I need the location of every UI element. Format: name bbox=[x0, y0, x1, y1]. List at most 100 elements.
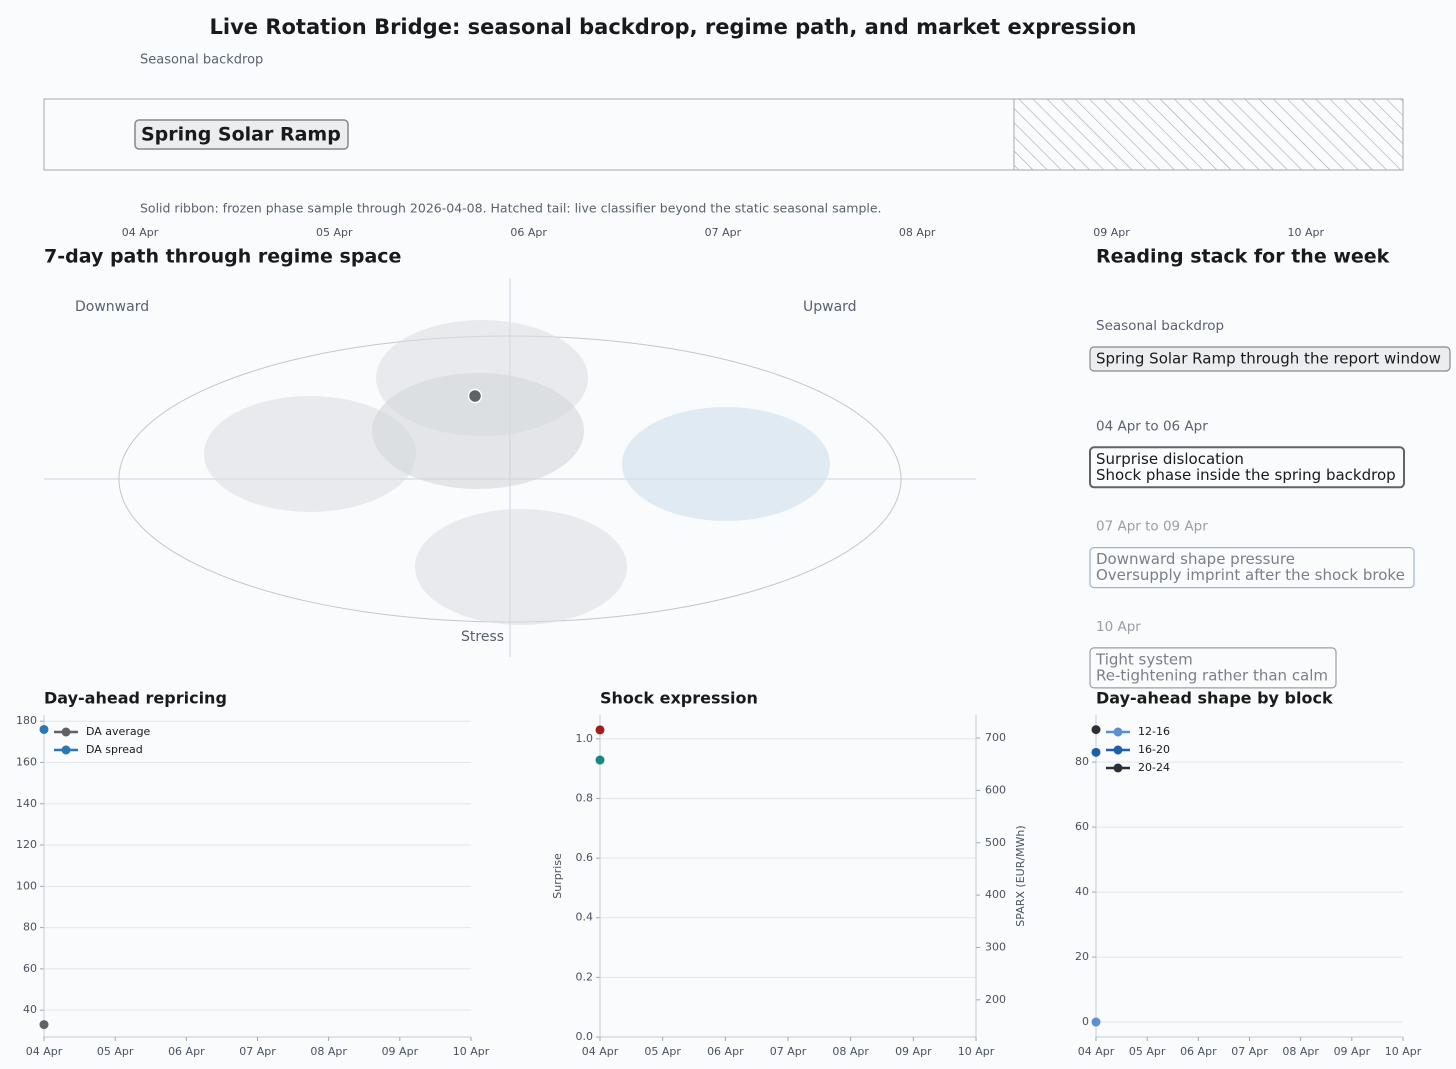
ribbon-date: 08 Apr bbox=[899, 226, 936, 239]
stack-heading: 04 Apr to 06 Apr bbox=[1096, 418, 1208, 434]
chart-title: Day-ahead repricing bbox=[44, 689, 227, 708]
regime-label: Downward bbox=[75, 299, 149, 315]
regime-label: Upward bbox=[803, 299, 857, 315]
stack-box bbox=[1089, 647, 1337, 689]
series-point bbox=[595, 755, 605, 765]
series-point bbox=[1091, 747, 1101, 757]
stack-line: Surprise dislocation bbox=[1096, 450, 1244, 468]
ribbon-date: 04 Apr bbox=[122, 226, 159, 239]
y-tick-label: 100 bbox=[16, 879, 37, 892]
y2-tick-label: 200 bbox=[985, 993, 1006, 1006]
page-title: Live Rotation Bridge: seasonal backdrop,… bbox=[210, 15, 1137, 39]
legend-marker bbox=[1113, 745, 1123, 755]
regime-cloud bbox=[622, 407, 830, 521]
stack-line: Shock phase inside the spring backdrop bbox=[1096, 466, 1396, 484]
x-tick-label: 08 Apr bbox=[832, 1045, 869, 1058]
ribbon-date: 06 Apr bbox=[510, 226, 547, 239]
x-tick-label: 10 Apr bbox=[958, 1045, 995, 1058]
y-tick-label: 20 bbox=[1075, 950, 1089, 963]
x-tick-label: 08 Apr bbox=[1282, 1045, 1319, 1058]
legend-marker bbox=[1113, 763, 1123, 773]
x-tick-label: 07 Apr bbox=[1231, 1045, 1268, 1058]
legend-label: 12-16 bbox=[1138, 725, 1170, 738]
x-tick-label: 06 Apr bbox=[1180, 1045, 1217, 1058]
y2-tick-label: 600 bbox=[985, 783, 1006, 796]
regime-cloud bbox=[372, 373, 584, 489]
chart-title: Shock expression bbox=[600, 689, 758, 708]
y-tick-label: 120 bbox=[16, 838, 37, 851]
stack-title: Reading stack for the week bbox=[1096, 246, 1390, 268]
ribbon-date: 05 Apr bbox=[316, 226, 353, 239]
legend-marker bbox=[1113, 727, 1123, 737]
y-tick-label: 140 bbox=[16, 797, 37, 810]
ribbon-date: 07 Apr bbox=[705, 226, 742, 239]
y-tick-label: 60 bbox=[1075, 820, 1089, 833]
stack-heading: 07 Apr to 09 Apr bbox=[1096, 519, 1208, 535]
x-tick-label: 09 Apr bbox=[382, 1045, 419, 1058]
x-tick-label: 04 Apr bbox=[582, 1045, 619, 1058]
legend-marker bbox=[61, 727, 71, 737]
series-point bbox=[1091, 725, 1101, 735]
y2-tick-label: 700 bbox=[985, 731, 1006, 744]
stack-box bbox=[1089, 446, 1405, 489]
y2-tick-label: 400 bbox=[985, 888, 1006, 901]
stack-box bbox=[1089, 346, 1451, 372]
legend-marker bbox=[61, 745, 71, 755]
y-tick-label: 160 bbox=[16, 755, 37, 768]
x-tick-label: 07 Apr bbox=[770, 1045, 807, 1058]
y2-tick-label: 300 bbox=[985, 940, 1006, 953]
regime-point bbox=[467, 388, 483, 404]
stack-heading: Seasonal backdrop bbox=[1096, 318, 1224, 334]
y-tick-label: 60 bbox=[23, 962, 37, 975]
y-tick-label: 0.6 bbox=[576, 851, 594, 864]
x-tick-label: 05 Apr bbox=[644, 1045, 681, 1058]
ribbon-date: 10 Apr bbox=[1288, 226, 1325, 239]
stack-heading: 10 Apr bbox=[1096, 619, 1141, 635]
x-tick-label: 06 Apr bbox=[168, 1045, 205, 1058]
y-tick-label: 1.0 bbox=[576, 732, 594, 745]
chart-title: Day-ahead shape by block bbox=[1096, 689, 1333, 708]
y-tick-label: 0.8 bbox=[576, 791, 594, 804]
stack-line: Tight system bbox=[1095, 650, 1193, 668]
regime-cloud bbox=[415, 509, 627, 625]
x-tick-label: 05 Apr bbox=[97, 1045, 134, 1058]
y-tick-label: 40 bbox=[23, 1003, 37, 1016]
series-point bbox=[595, 725, 605, 735]
y-tick-label: 80 bbox=[23, 921, 37, 934]
seasonal-label: Seasonal backdrop bbox=[140, 53, 263, 68]
legend-label: DA average bbox=[86, 725, 151, 738]
x-tick-label: 10 Apr bbox=[1385, 1045, 1422, 1058]
y-tick-label: 180 bbox=[16, 714, 37, 727]
regime-label: Stress bbox=[461, 629, 504, 645]
series-point bbox=[1091, 1017, 1101, 1027]
series-point bbox=[39, 724, 49, 734]
stack-box bbox=[1089, 546, 1415, 589]
y2-axis-label: SPARX (EUR/MWh) bbox=[1014, 825, 1027, 926]
series-point bbox=[39, 1020, 49, 1030]
legend-label: DA spread bbox=[86, 743, 143, 756]
ribbon-hatched bbox=[1013, 98, 1404, 171]
regime-title: 7-day path through regime space bbox=[44, 246, 401, 268]
stack-line: Downward shape pressure bbox=[1096, 550, 1295, 568]
legend-label: 20-24 bbox=[1138, 761, 1170, 774]
x-tick-label: 06 Apr bbox=[707, 1045, 744, 1058]
x-tick-label: 04 Apr bbox=[1078, 1045, 1115, 1058]
y-tick-label: 0.4 bbox=[576, 911, 594, 924]
y2-tick-label: 500 bbox=[985, 836, 1006, 849]
stack-line: Re-tightening rather than calm bbox=[1096, 666, 1328, 684]
y-tick-label: 0.2 bbox=[576, 970, 594, 983]
x-tick-label: 09 Apr bbox=[1334, 1045, 1371, 1058]
stack-line: Oversupply imprint after the shock broke bbox=[1096, 566, 1405, 584]
regime-cloud bbox=[204, 396, 416, 512]
phase-label: Spring Solar Ramp bbox=[141, 124, 341, 146]
ribbon-caption: Solid ribbon: frozen phase sample throug… bbox=[140, 201, 882, 216]
legend-label: 16-20 bbox=[1138, 743, 1170, 756]
x-tick-label: 05 Apr bbox=[1129, 1045, 1166, 1058]
y-tick-label: 40 bbox=[1075, 885, 1089, 898]
y-tick-label: 0 bbox=[1082, 1015, 1089, 1028]
y-axis-label: Surprise bbox=[551, 853, 564, 899]
x-tick-label: 09 Apr bbox=[895, 1045, 932, 1058]
x-tick-label: 10 Apr bbox=[453, 1045, 490, 1058]
